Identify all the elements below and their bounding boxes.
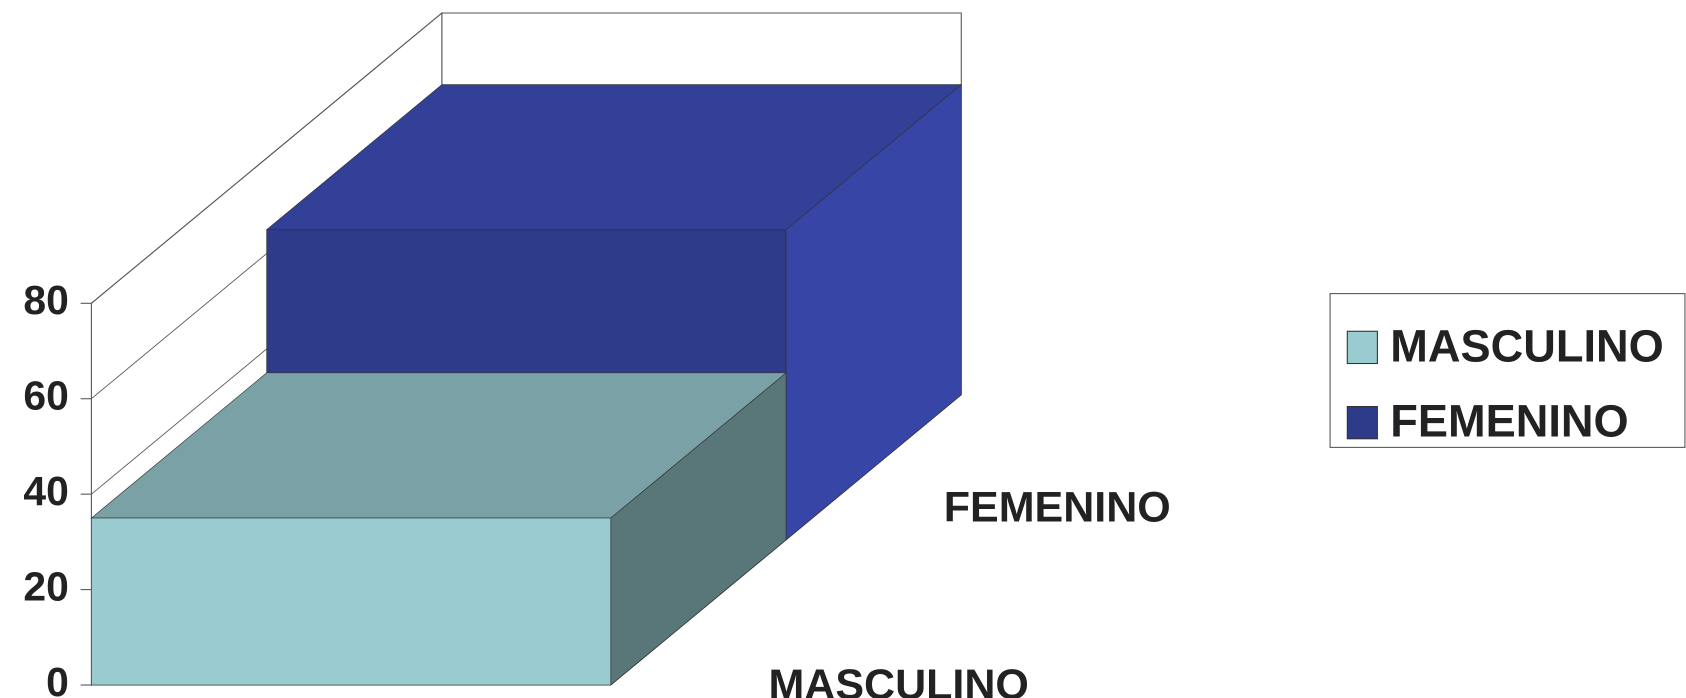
y-tick-label: 0 (46, 659, 69, 698)
y-tick-label: 20 (23, 563, 68, 609)
y-tick-label: 40 (23, 468, 68, 514)
legend-swatch (1346, 330, 1378, 365)
grid-line (91, 12, 443, 304)
bar (91, 517, 612, 686)
depth-label: FEMENINO (944, 484, 1171, 532)
y-tick-label: 80 (23, 277, 68, 323)
y-tick-label: 60 (23, 373, 68, 419)
legend-label: FEMENINO (1390, 396, 1628, 447)
legend-swatch (1346, 405, 1378, 440)
legend-label: MASCULINO (1390, 320, 1663, 371)
legend-box (1329, 293, 1686, 448)
depth-label: MASCULINO (768, 661, 1028, 698)
